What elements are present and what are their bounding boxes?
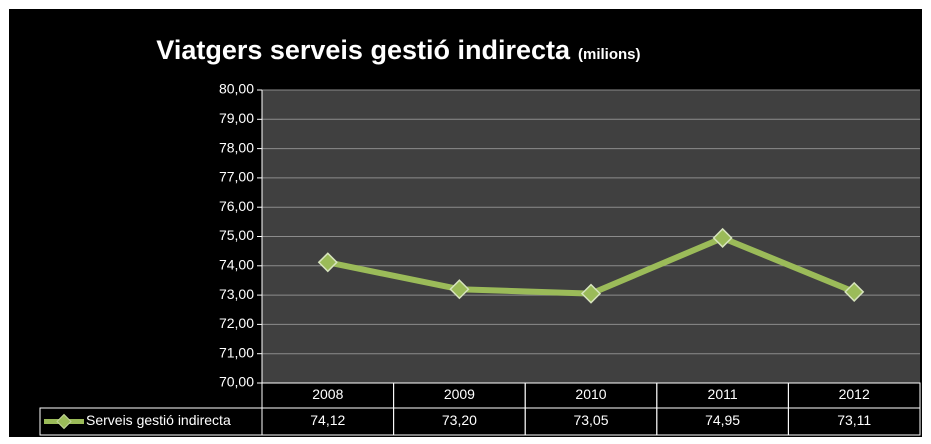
x-tick-label: 2011 (708, 386, 738, 402)
table-value: 73,05 (573, 412, 608, 428)
y-tick-label: 74,00 (219, 257, 254, 273)
x-tick-label: 2010 (575, 386, 606, 402)
y-tick-label: 72,00 (219, 315, 254, 331)
y-tick-label: 78,00 (219, 139, 254, 155)
point-marker (844, 281, 865, 302)
x-tick-label: 2012 (839, 386, 870, 402)
y-tick-label: 76,00 (219, 198, 254, 214)
y-tick-label: 80,00 (219, 81, 254, 97)
y-tick-label: 71,00 (219, 344, 254, 360)
table-value: 74,12 (310, 412, 345, 428)
x-tick-label: 2009 (444, 386, 475, 402)
point-marker (712, 227, 733, 249)
table-cell (787, 407, 921, 436)
table-value: 73,20 (442, 412, 477, 428)
chart-title: Viatgers serveis gestió indirecta (156, 35, 571, 65)
legend-marker (56, 413, 72, 430)
x-tick-label: 2008 (312, 386, 343, 402)
y-tick-label: 70,00 (219, 374, 254, 390)
y-tick-label: 75,00 (219, 227, 254, 243)
point-marker (317, 252, 338, 273)
y-tick-label: 77,00 (219, 169, 254, 185)
y-tick-label: 79,00 (219, 110, 254, 126)
point-marker (580, 283, 602, 304)
chart-subtitle: (milions) (578, 46, 641, 63)
y-tick-label: 73,00 (219, 286, 254, 302)
table-value: 74,95 (705, 412, 740, 428)
legend-label: Serveis gestió indirecta (86, 412, 231, 428)
table-value: 73,11 (837, 412, 871, 428)
point-marker (449, 279, 470, 300)
